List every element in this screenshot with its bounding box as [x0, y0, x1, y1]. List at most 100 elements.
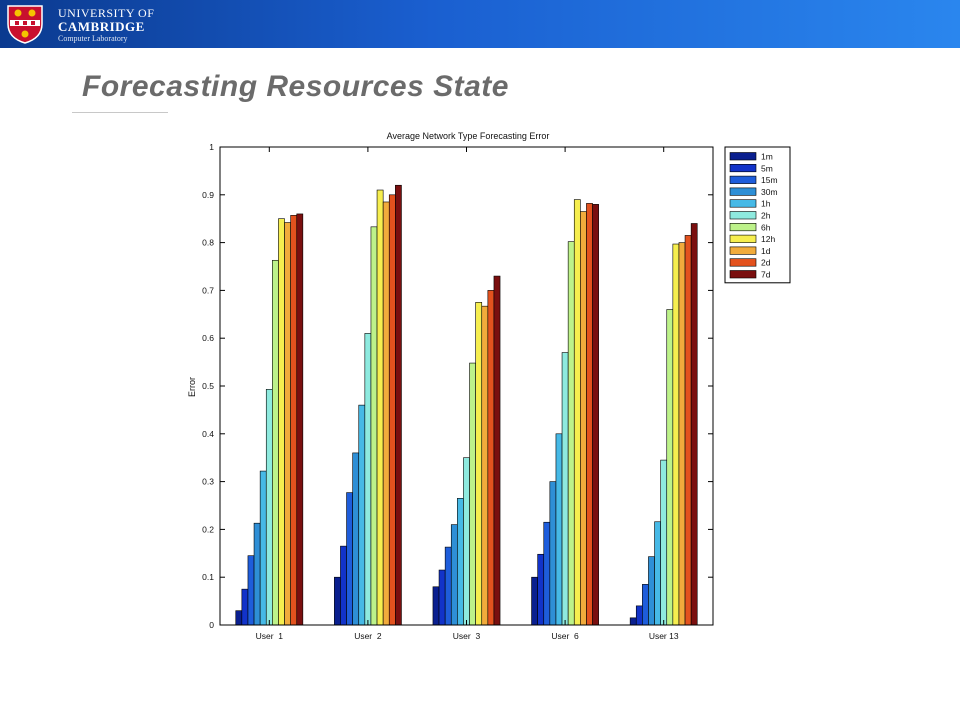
bar-12h-2	[475, 302, 483, 626]
legend-label: 5m	[761, 163, 773, 173]
bar-12h-0	[278, 218, 285, 626]
bar-series	[235, 184, 698, 626]
bar-5m-4	[635, 605, 643, 626]
header-bar	[0, 0, 960, 48]
legend-swatch	[729, 175, 757, 184]
y-tick-label: 0.3	[202, 477, 214, 487]
bar-1d-1	[382, 201, 390, 626]
bar-7d-4	[690, 223, 698, 626]
bar-12h-4	[672, 243, 680, 626]
legend-label: 6h	[761, 222, 771, 232]
bar-1d-3	[580, 211, 587, 626]
bar-5m-0	[241, 588, 249, 626]
slide-title: Forecasting Resources State	[82, 70, 509, 103]
logo-wordmark: UNIVERSITY OF CAMBRIDGE Computer Laborat…	[58, 7, 154, 43]
x-tick-label: User 6	[551, 631, 579, 641]
legend-label: 1h	[761, 199, 771, 209]
bar-1m-1	[334, 576, 341, 626]
legend-swatch	[729, 211, 757, 220]
bar-12h-1	[376, 189, 384, 626]
y-tick-label: 0.8	[202, 238, 214, 248]
plot-frame	[219, 146, 714, 626]
bar-2d-1	[388, 194, 396, 626]
bar-2d-3	[586, 203, 593, 626]
y-tick-label: 0.5	[202, 381, 214, 391]
bar-2h-1	[364, 333, 372, 626]
bar-2h-2	[463, 457, 470, 626]
bar-5m-2	[438, 569, 446, 626]
bar-2h-3	[561, 352, 569, 626]
legend-swatch	[729, 223, 757, 232]
legend-swatch	[729, 270, 757, 279]
bar-2d-0	[290, 215, 298, 626]
x-axis-ticks: User 1 User 2 User 3 User 6 User 13	[256, 147, 679, 641]
bar-1m-0	[235, 610, 243, 626]
bar-1h-1	[358, 404, 366, 626]
legend-label: 2d	[761, 258, 771, 268]
y-tick-label: 0.7	[202, 285, 214, 295]
y-tick-label: 0	[209, 620, 214, 630]
bar-1h-0	[259, 470, 267, 626]
bar-7d-2	[493, 275, 501, 626]
logo-line-2: CAMBRIDGE	[58, 19, 145, 34]
logo-line-1: UNIVERSITY OF	[58, 6, 155, 20]
y-axis-label: Error	[187, 377, 197, 397]
bar-7d-3	[592, 204, 599, 626]
bar-30m-1	[352, 452, 360, 626]
bar-2d-4	[684, 235, 692, 626]
legend-label: 15m	[761, 175, 778, 185]
bar-1h-4	[654, 521, 661, 626]
bar-7d-0	[296, 213, 304, 626]
y-axis-ticks: 0 0.1 0.2 0.3 0.4 0.5 0.6 0.7 0.8 0.9 1	[202, 142, 713, 630]
y-tick-label: 0.2	[202, 524, 214, 534]
bar-15m-2	[444, 546, 452, 626]
bar-6h-2	[469, 362, 476, 626]
bar-1h-3	[555, 433, 563, 626]
bar-7d-1	[395, 184, 402, 626]
legend-swatch	[729, 199, 757, 208]
legend-label: 7d	[761, 270, 771, 280]
bar-1d-4	[678, 242, 686, 626]
bar-2h-4	[660, 459, 668, 626]
bar-1m-2	[432, 586, 440, 626]
x-tick-label: User 1	[256, 631, 284, 641]
legend-swatch	[729, 152, 757, 161]
chart-title: Average Network Type Forecasting Error	[387, 131, 550, 141]
crest-icon	[7, 5, 43, 44]
x-tick-label: User 2	[354, 631, 382, 641]
y-tick-label: 1	[209, 142, 214, 152]
bar-5m-3	[537, 553, 545, 626]
legend-label: 12h	[761, 234, 775, 244]
y-tick-label: 0.9	[202, 190, 214, 200]
legend-label: 2h	[761, 211, 771, 221]
bar-6h-1	[370, 226, 378, 626]
bar-5m-1	[340, 545, 347, 626]
bar-15m-3	[543, 521, 551, 626]
legend-swatch	[729, 258, 757, 267]
x-tick-label: User 13	[649, 631, 679, 641]
bar-15m-4	[642, 584, 649, 626]
bar-1d-2	[481, 305, 489, 626]
y-tick-label: 0.1	[202, 572, 214, 582]
logo-line-3: Computer Laboratory	[58, 34, 128, 43]
bar-2h-0	[265, 389, 273, 626]
bar-15m-1	[346, 492, 353, 626]
title-divider	[72, 112, 168, 113]
bar-1d-0	[284, 222, 291, 626]
bar-12h-3	[573, 199, 581, 626]
legend-swatch	[729, 187, 757, 196]
bar-1m-3	[531, 576, 538, 626]
university-logo: UNIVERSITY OF CAMBRIDGE Computer Laborat…	[6, 3, 156, 45]
legend-swatch	[729, 163, 757, 173]
legend-label: 1d	[761, 246, 771, 256]
bar-1h-2	[457, 498, 464, 626]
bar-30m-4	[648, 556, 655, 626]
bar-30m-0	[253, 522, 261, 626]
bar-1m-4	[629, 617, 637, 626]
bar-30m-2	[450, 524, 458, 626]
bar-30m-3	[549, 481, 557, 626]
bar-6h-0	[272, 259, 279, 626]
x-tick-label: User 3	[453, 631, 481, 641]
bar-2d-2	[487, 290, 495, 626]
